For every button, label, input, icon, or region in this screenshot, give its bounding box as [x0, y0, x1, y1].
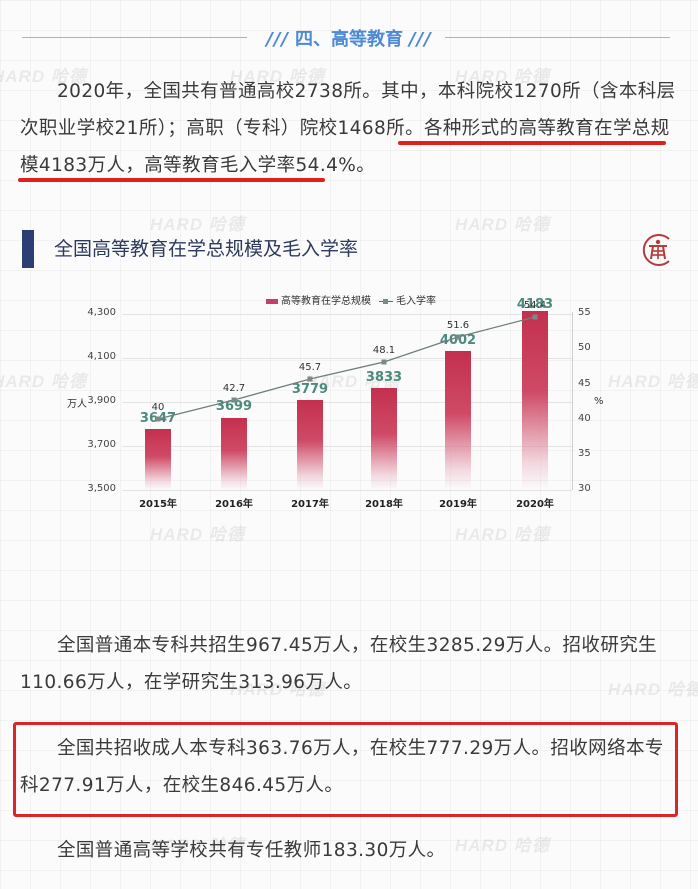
y-tick-right: 30: [578, 483, 591, 494]
legend-swatch-bar: [266, 298, 278, 304]
paragraph-text: 2020年，全国共有普通高校2738所。其中，本科院校1270所（含本科层次职业…: [20, 81, 676, 139]
bar-2020: [522, 311, 548, 490]
x-tick: 2018年: [365, 499, 403, 510]
y-tick-right: 50: [578, 342, 591, 353]
line-value-label: 48.1: [372, 345, 396, 356]
gridline: [122, 402, 572, 403]
watermark: HARD 哈德: [455, 836, 550, 855]
paragraph-teachers: 全国普通高等学校共有专任教师183.30万人。: [20, 832, 680, 869]
bar-value-label: 4002: [439, 333, 477, 348]
paragraph-text: 全国共招收成人本专科363.76万人，在校生777.29万人。招收网络本专科27…: [20, 738, 664, 796]
y-tick-left: 3,500: [87, 483, 116, 494]
bar-value-label: 3833: [365, 370, 403, 385]
watermark: HARD 哈德: [150, 525, 245, 544]
gridline: [122, 358, 572, 359]
x-tick: 2017年: [291, 499, 329, 510]
highlighted-text: 各种形式的高等教育在学总规模4183万人，高等教育毛入学率54.4%。: [20, 118, 670, 176]
line-value-label: 51.6: [446, 320, 470, 331]
title-accent-bar: [22, 230, 34, 268]
rate-line: [155, 314, 538, 422]
highlight-underline: [398, 141, 666, 145]
decor-slashes-left: ///: [266, 29, 289, 50]
highlight-box: [13, 722, 678, 817]
line-value-label: 40: [151, 402, 165, 413]
y-tick-right: 55: [578, 307, 591, 318]
section-divider-right: [445, 37, 670, 38]
watermark: HARD 哈德: [230, 67, 325, 86]
x-tick: 2019年: [439, 499, 477, 510]
chart-title: 全国高等教育在学总规模及毛入学率: [54, 238, 359, 260]
bar-2016: [221, 418, 247, 490]
watermark: HARD 哈德: [608, 372, 698, 391]
paragraph-text: 全国普通本专科共招生967.45万人，在校生3285.29万人。招收研究生110…: [20, 635, 658, 693]
section-divider-left: [22, 37, 247, 38]
line-value-label: 45.7: [298, 362, 322, 373]
y-tick-left: 4,300: [87, 307, 116, 318]
bar-2019: [445, 351, 471, 490]
section-title-text: 四、高等教育: [295, 29, 403, 50]
y-axis-label-right: %: [594, 396, 604, 407]
bar-2018: [371, 388, 397, 490]
y-tick-left: 3,700: [87, 439, 116, 450]
x-tick: 2020年: [516, 499, 554, 510]
chart-area: 高等教育在学总规模 毛入学率 4,300 4,100 3,900 3,700 3,…: [0, 285, 698, 515]
line-value-label: 54.4: [523, 300, 547, 311]
paragraph-text: 全国普通高等学校共有专任教师183.30万人。: [57, 840, 446, 861]
legend-label-enrollment: 高等教育在学总规模: [281, 296, 371, 307]
watermark: HARD 哈德: [150, 836, 245, 855]
watermark: HARD 哈德: [455, 215, 550, 234]
paragraph-undergrad-grad: 全国普通本专科共招生967.45万人，在校生3285.29万人。招收研究生110…: [20, 627, 680, 701]
y-tick-right: 35: [578, 448, 591, 459]
chart-legend: 高等教育在学总规模 毛入学率: [266, 292, 436, 307]
bar-2017: [297, 400, 323, 490]
institution-logo-icon: [642, 234, 670, 266]
section-title: /// 四、高等教育 ///: [0, 25, 698, 51]
section-header: /// 四、高等教育 ///: [0, 12, 698, 50]
watermark: HARD 哈德: [455, 525, 550, 544]
bar-value-label: 4183: [516, 297, 554, 312]
chart-header: 全国高等教育在学总规模及毛入学率: [22, 230, 682, 270]
watermark: HARD 哈德: [608, 680, 698, 699]
right-axis: [572, 312, 573, 490]
paragraph-adult-online: 全国共招收成人本专科363.76万人，在校生777.29万人。招收网络本专科27…: [20, 730, 680, 804]
legend-label-rate: 毛入学率: [396, 296, 436, 307]
y-axis-label-left: 万人: [67, 399, 87, 410]
y-tick-right: 45: [578, 378, 591, 389]
y-tick-left: 4,100: [87, 351, 116, 362]
decor-slashes-right: ///: [409, 29, 432, 50]
gridline: [122, 490, 572, 491]
highlight-underline: [18, 178, 325, 182]
watermark: HARD 哈德: [0, 67, 87, 86]
y-tick-right: 40: [578, 413, 591, 424]
watermark: HARD 哈德: [0, 372, 87, 391]
x-tick: 2015年: [139, 499, 177, 510]
watermark: HARD 哈德: [230, 680, 325, 699]
bar-value-label: 3779: [291, 382, 329, 397]
legend-swatch-line: [379, 298, 393, 304]
x-tick: 2016年: [215, 499, 253, 510]
line-value-label: 42.7: [222, 383, 246, 394]
gridline: [122, 314, 572, 315]
watermark: HARD 哈德: [305, 372, 400, 391]
bar-2015: [145, 429, 171, 490]
watermark: HARD 哈德: [150, 215, 245, 234]
watermark: HARD 哈德: [455, 67, 550, 86]
paragraph-institutions: 2020年，全国共有普通高校2738所。其中，本科院校1270所（含本科层次职业…: [20, 73, 680, 184]
gridline: [122, 446, 572, 447]
y-tick-left: 3,900: [87, 395, 116, 406]
